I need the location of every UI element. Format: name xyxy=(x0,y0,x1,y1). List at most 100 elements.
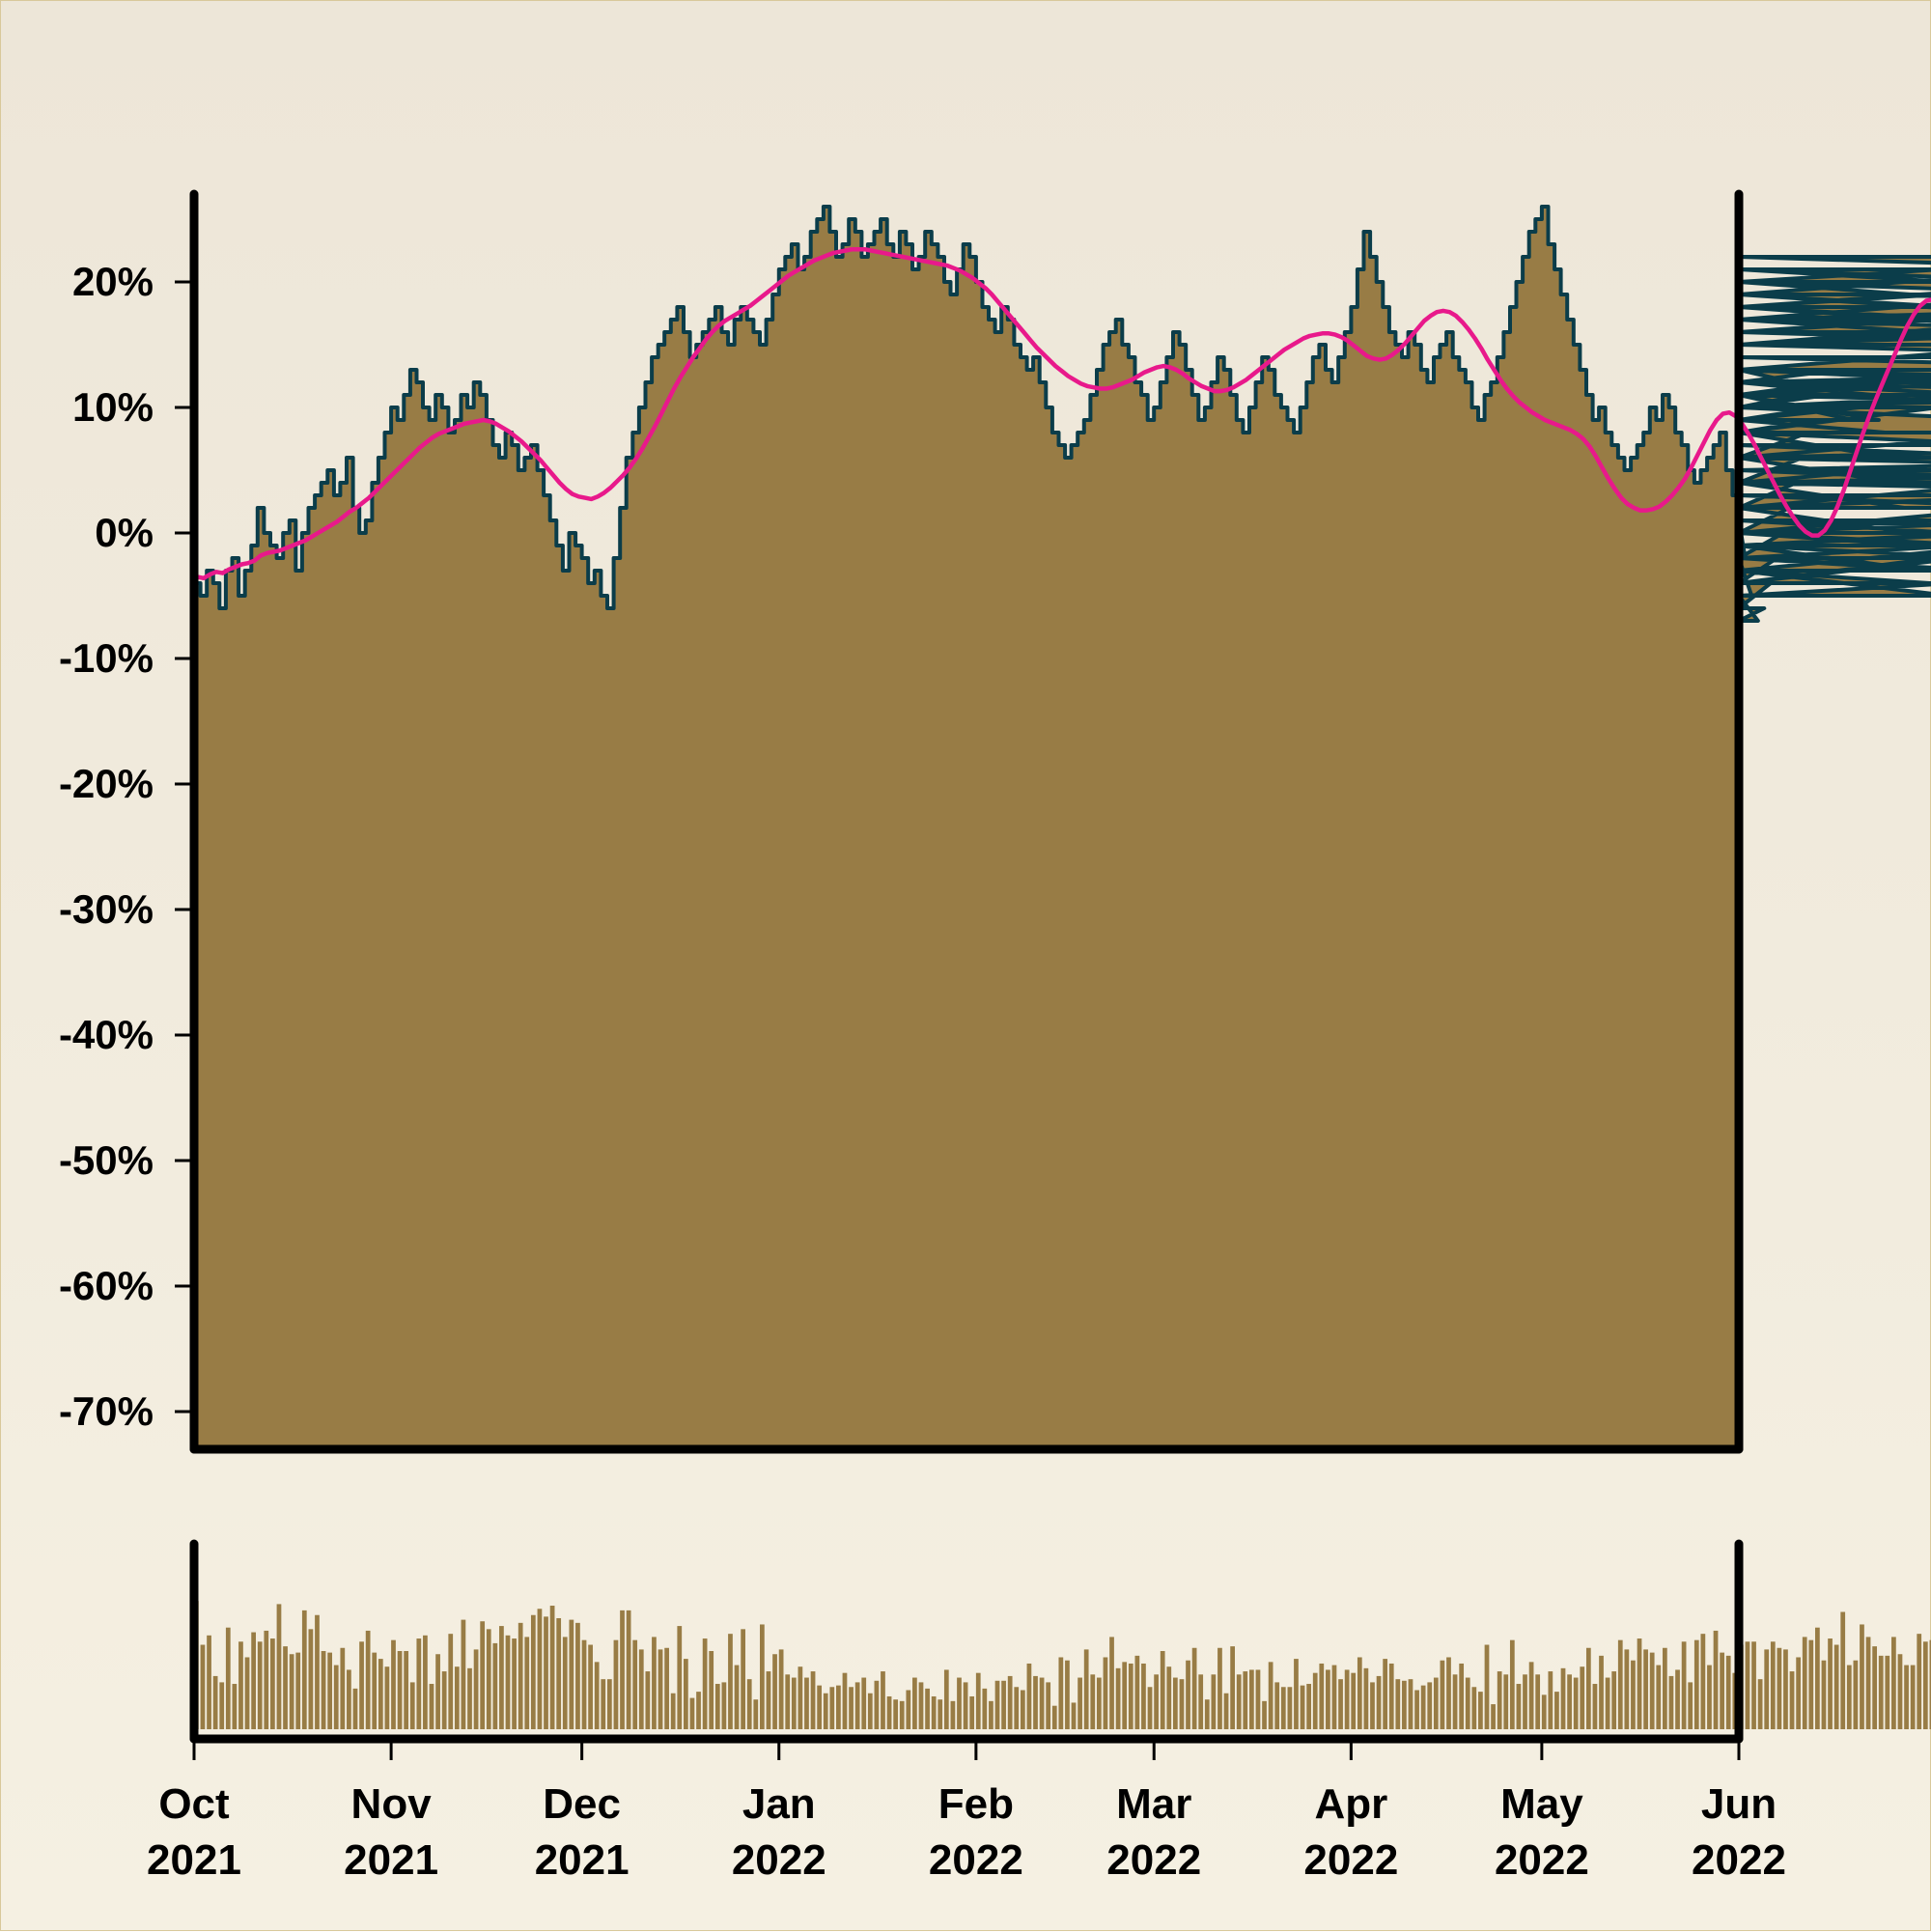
volume-bar xyxy=(1128,1663,1133,1729)
volume-bar xyxy=(1681,1641,1687,1729)
volume-bar xyxy=(212,1675,218,1729)
volume-bar xyxy=(702,1638,708,1729)
volume-bar xyxy=(1853,1660,1859,1729)
volume-bar xyxy=(1509,1639,1515,1729)
volume-bar xyxy=(1408,1679,1413,1729)
volume-bar xyxy=(1344,1669,1350,1729)
volume-bar xyxy=(982,1688,988,1729)
volume-bar xyxy=(760,1624,765,1729)
volume-bar xyxy=(1427,1682,1433,1729)
price-area xyxy=(194,207,1931,1449)
volume-bar xyxy=(569,1619,574,1729)
volume-bar xyxy=(1255,1669,1261,1729)
volume-bar xyxy=(1287,1687,1293,1729)
volume-bar xyxy=(1388,1663,1394,1729)
volume-bar xyxy=(652,1637,657,1729)
volume-bar xyxy=(1046,1682,1051,1729)
volume-bar xyxy=(1217,1647,1222,1729)
volume-bar xyxy=(1783,1649,1788,1729)
volume-bar xyxy=(829,1687,835,1729)
volume-bar xyxy=(365,1630,371,1729)
volume-bar xyxy=(1376,1675,1382,1729)
volume-bar xyxy=(1071,1702,1077,1729)
volume-bar xyxy=(416,1638,422,1729)
volume-bar xyxy=(283,1646,288,1729)
volume-bar xyxy=(1058,1657,1064,1729)
volume-bar xyxy=(347,1669,351,1729)
volume-bar xyxy=(918,1682,924,1729)
volume-bar xyxy=(1860,1624,1864,1729)
volume-bar xyxy=(925,1688,930,1729)
volume-bar xyxy=(327,1652,333,1729)
y-tick-label: -10% xyxy=(59,635,154,681)
volume-bar xyxy=(340,1647,346,1729)
volume-bar xyxy=(1007,1675,1013,1729)
volume-bar xyxy=(645,1671,651,1729)
volume-bar xyxy=(1624,1649,1630,1729)
y-tick-label: -30% xyxy=(59,886,154,932)
volume-bar xyxy=(1573,1677,1579,1729)
volume-bar xyxy=(1910,1665,1916,1729)
x-tick-month-label: Oct xyxy=(158,1780,230,1828)
volume-bar xyxy=(709,1651,714,1729)
volume-bar xyxy=(677,1626,683,1729)
volume-bar xyxy=(1668,1675,1674,1729)
x-tick-month-label: Jun xyxy=(1701,1780,1777,1828)
x-tick-year-label: 2022 xyxy=(1106,1836,1201,1884)
volume-bar xyxy=(1528,1662,1534,1729)
volume-bar xyxy=(1662,1647,1667,1729)
volume-bar xyxy=(1567,1674,1572,1729)
volume-bar xyxy=(480,1621,486,1729)
volume-bar xyxy=(1878,1655,1884,1729)
volume-bar xyxy=(429,1684,434,1729)
volume-bar xyxy=(1617,1639,1623,1729)
volume-bar xyxy=(1331,1665,1337,1729)
volume-bar xyxy=(505,1635,511,1729)
volume-bar xyxy=(301,1610,307,1729)
volume-bar xyxy=(238,1641,243,1729)
volume-bar xyxy=(1090,1674,1096,1729)
volume-bar xyxy=(1065,1660,1070,1729)
volume-bar xyxy=(658,1649,663,1729)
volume-bar xyxy=(512,1638,517,1729)
volume-bar xyxy=(1249,1669,1254,1729)
volume-bar xyxy=(251,1632,256,1729)
volume-bar xyxy=(1585,1647,1591,1729)
volume-bar xyxy=(544,1616,548,1729)
volume-bar xyxy=(270,1638,275,1729)
volume-bar xyxy=(524,1637,530,1729)
volume-bar xyxy=(499,1626,504,1729)
volume-bar xyxy=(963,1682,968,1729)
volume-bar xyxy=(423,1635,428,1729)
volume-bar xyxy=(1103,1657,1108,1729)
volume-bar xyxy=(1414,1690,1419,1729)
volume-bar xyxy=(1294,1659,1299,1729)
volume-bar xyxy=(804,1677,809,1729)
volume-bar xyxy=(530,1614,536,1729)
volume-bar xyxy=(1172,1677,1178,1729)
volume-bar xyxy=(1846,1665,1852,1729)
volume-bar xyxy=(861,1677,867,1729)
volume-bar xyxy=(1465,1677,1470,1729)
volume-bar xyxy=(1363,1667,1369,1729)
volume-bar xyxy=(581,1639,587,1729)
volume-bar xyxy=(989,1700,993,1729)
volume-bar xyxy=(1720,1652,1724,1729)
volume-bar xyxy=(409,1682,415,1729)
y-axis-ticks: -70% -60% -50% -40% -30% -20% -10% 0% 10% 20% xyxy=(59,259,194,1434)
volume-bar xyxy=(798,1666,803,1729)
y-tick-label: -40% xyxy=(59,1012,154,1057)
volume-bar xyxy=(1751,1641,1756,1729)
volume-bar xyxy=(1001,1680,1006,1729)
volume-bar xyxy=(1026,1663,1032,1729)
volume-bar xyxy=(1402,1680,1407,1729)
volume-bar xyxy=(276,1604,282,1729)
volume-bar xyxy=(1014,1687,1020,1729)
volume-bar xyxy=(1560,1667,1566,1729)
volume-bar xyxy=(620,1610,625,1729)
volume-bar xyxy=(473,1649,479,1729)
volume-bar xyxy=(315,1614,320,1729)
volume-bar xyxy=(1605,1677,1610,1729)
volume-bar xyxy=(1815,1627,1820,1729)
